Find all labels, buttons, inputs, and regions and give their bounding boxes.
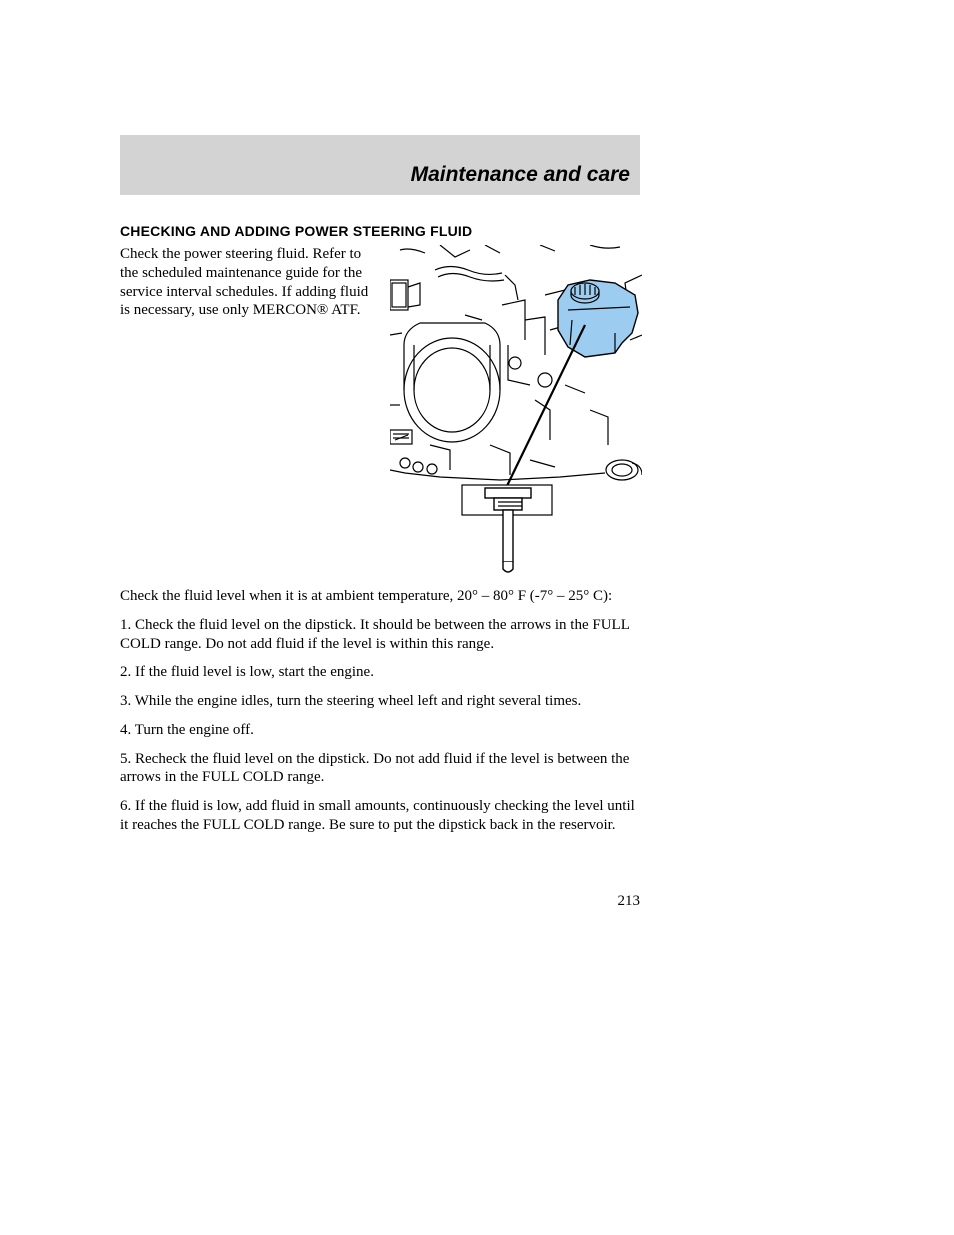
paragraph-4: 4. Turn the engine off. [120, 721, 640, 740]
engine-svg [390, 245, 642, 577]
dipstick-icon [462, 485, 552, 572]
header-title: Maintenance and care [411, 163, 630, 187]
header-bar: Maintenance and care [120, 135, 640, 195]
page-content: Maintenance and care CHECKING AND ADDING… [120, 135, 640, 910]
paragraph-3: 3. While the engine idles, turn the stee… [120, 692, 640, 711]
paragraph-2: 2. If the fluid level is low, start the … [120, 663, 640, 682]
paragraph-1: 1. Check the fluid level on the dipstick… [120, 616, 640, 654]
content-row: Check the power steering fluid. Refer to… [120, 245, 640, 577]
paragraph-0: Check the fluid level when it is at ambi… [120, 587, 640, 606]
section-heading: CHECKING AND ADDING POWER STEERING FLUID [120, 223, 640, 239]
reservoir-highlight [558, 280, 638, 357]
engine-diagram [390, 245, 642, 577]
page-number: 213 [120, 893, 640, 910]
paragraph-6: 6. If the fluid is low, add fluid in sma… [120, 797, 640, 835]
intro-paragraph: Check the power steering fluid. Refer to… [120, 245, 380, 577]
paragraph-5: 5. Recheck the fluid level on the dipsti… [120, 750, 640, 788]
